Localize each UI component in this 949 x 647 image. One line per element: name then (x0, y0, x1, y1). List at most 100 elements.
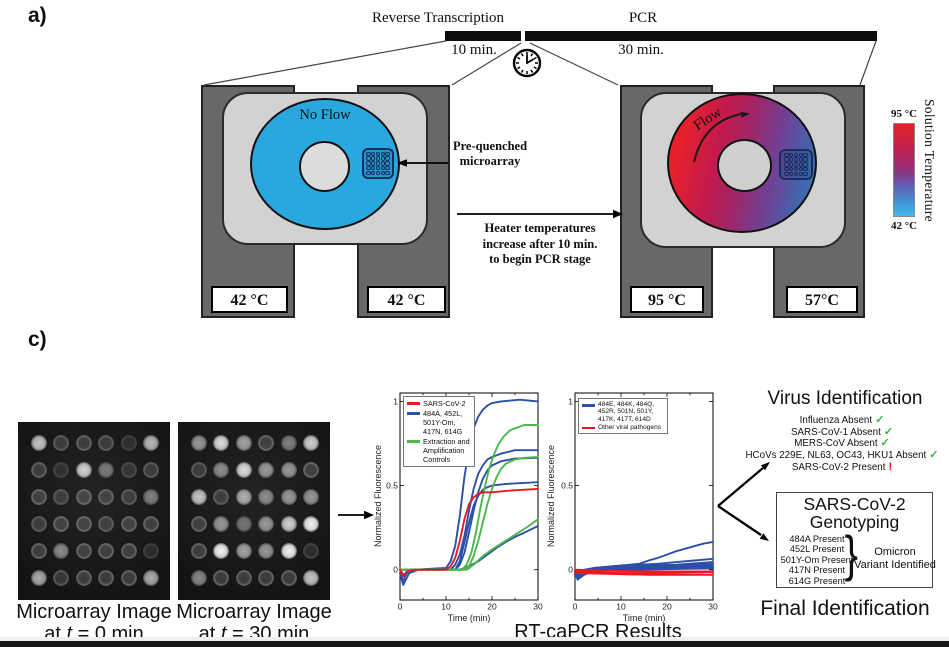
prequenched-microarray-callout: Pre-quenched microarray (438, 139, 542, 169)
legend-swatch (407, 440, 420, 443)
clock-icon (512, 48, 542, 78)
genotype-item: 614G Present (788, 575, 846, 586)
caption-line1: Microarray Image (16, 601, 172, 623)
microarray-dot (98, 543, 115, 559)
microarray-dot (120, 516, 137, 532)
chip-well (375, 151, 381, 156)
chip-well (366, 166, 371, 171)
legend-text: SARS-CoV-2 (423, 399, 466, 408)
colorbar-title: Solution Temperature (922, 99, 937, 222)
virus-identification-list: Influenza Absent ✓ SARS-CoV-1 Absent ✓ MER… (738, 414, 946, 474)
x-axis-label: Time (min) (623, 613, 666, 623)
microarray-dot (303, 435, 319, 451)
microarray-dot (120, 570, 137, 586)
genotype-item: 452L Present (789, 544, 845, 555)
chip-well (366, 171, 371, 176)
microarray-dot (303, 516, 319, 532)
microarray-dot (191, 543, 207, 559)
virus-identification-title: Virus Identification (767, 388, 923, 409)
microarray-dot (75, 570, 92, 586)
chip-well (793, 172, 799, 177)
left-device-disc-hub (299, 141, 350, 192)
microarray-dot (235, 570, 252, 586)
x-tick-label: 0 (398, 602, 403, 612)
chip-well (380, 166, 385, 171)
microarray-dot (31, 570, 47, 586)
chip-well (793, 162, 799, 167)
chip-well (798, 162, 803, 167)
microarray-dot (143, 489, 159, 505)
chart2-legend: 484E, 484K, 484Q, 452R, 501N, 501Y, 417K, … (578, 398, 668, 435)
microarray-dot (98, 489, 115, 505)
check-icon: ✓ (880, 437, 890, 450)
microarray-dot (213, 462, 230, 478)
y-tick-label: 0 (393, 565, 398, 575)
chip-well (789, 157, 794, 162)
chip-well (798, 172, 803, 177)
chip-well (380, 171, 385, 176)
x-tick-label: 20 (662, 602, 672, 612)
chart1-legend: SARS-CoV-2 484A, 452L, 501Y-Om, 417N, 614G E… (403, 396, 475, 467)
panel-a-label: a) (28, 4, 47, 27)
microarray-dot (235, 435, 252, 451)
left-device-temp-left: 42 °C (211, 286, 288, 313)
rt-duration-label: 10 min. (451, 42, 497, 58)
microarray-dot (53, 516, 70, 532)
chip-well (784, 167, 789, 172)
microarray-dot (143, 435, 159, 451)
chip-well (371, 156, 376, 161)
microarray-dot (120, 435, 137, 451)
results-split-arrows (717, 462, 770, 541)
series-line (574, 561, 714, 573)
microarray-dot (235, 489, 252, 505)
microarray-dot (53, 462, 70, 478)
microarray-dot (31, 516, 47, 532)
chip-well (380, 156, 385, 161)
panel-c-label: c) (28, 328, 47, 351)
microarray-dot (213, 516, 230, 532)
reverse-transcription-label: Reverse Transcription (371, 10, 505, 26)
chip-well (385, 151, 390, 156)
microarray-image-t30 (178, 422, 330, 600)
colorbar-min-label: 42 °C (890, 220, 918, 232)
microarray-dot (303, 543, 319, 559)
y-tick-label: 1 (568, 396, 573, 406)
conclusion-line2: Variant Identified (854, 559, 936, 571)
series-line (574, 570, 714, 575)
microarray-dot (191, 489, 207, 505)
brace-glyph: } (844, 526, 858, 582)
microarray-to-chart-arrow (338, 510, 374, 520)
series-line (399, 424, 539, 571)
bottom-dark-bar (0, 641, 949, 647)
microarray-dot (191, 516, 207, 532)
callout-line1: Pre-quenched (452, 139, 528, 153)
final-identification-caption: Final Identification (760, 597, 930, 620)
x-tick-label: 10 (616, 602, 626, 612)
caption-line1: Microarray Image (176, 601, 332, 623)
virus-item: SARS-CoV-2 Present! (738, 461, 946, 474)
heater-note-line2: increase after 10 min. (482, 236, 598, 251)
microarray-dot (213, 435, 230, 451)
microarray-dot (98, 516, 115, 532)
virus-item-text: HCoVs 229E, NL63, OC43, HKU1 Absent (745, 450, 927, 462)
heater-note: Heater temperatures increase after 10 mi… (452, 221, 628, 268)
genotyping-conclusion: Omicron Variant Identified (847, 546, 943, 572)
microarray-image-t0 (18, 422, 170, 600)
legend-text: 484A, 452L, 501Y-Om, 417N, 614G (423, 409, 463, 436)
genotyping-title-line1: SARS-CoV-2 (803, 494, 906, 514)
legend-entry: 484A, 452L, 501Y-Om, 417N, 614G (407, 409, 471, 436)
microarray-dot (31, 543, 47, 559)
series-line (399, 456, 539, 571)
x-tick-label: 0 (573, 602, 578, 612)
chip-well (793, 157, 799, 162)
microarray-dot (235, 462, 252, 478)
microarray-dot (191, 462, 207, 478)
genotyping-list: 484A Present 452L Present 501Y-Om Presen… (779, 534, 855, 586)
y-tick-label: 1 (393, 396, 398, 406)
microarray-chip-left (362, 148, 394, 179)
microarray-dot (258, 570, 275, 586)
chip-well (366, 156, 371, 161)
microarray-dot (235, 516, 252, 532)
microarray-dot (98, 462, 115, 478)
microarray-chip-right (779, 149, 813, 180)
